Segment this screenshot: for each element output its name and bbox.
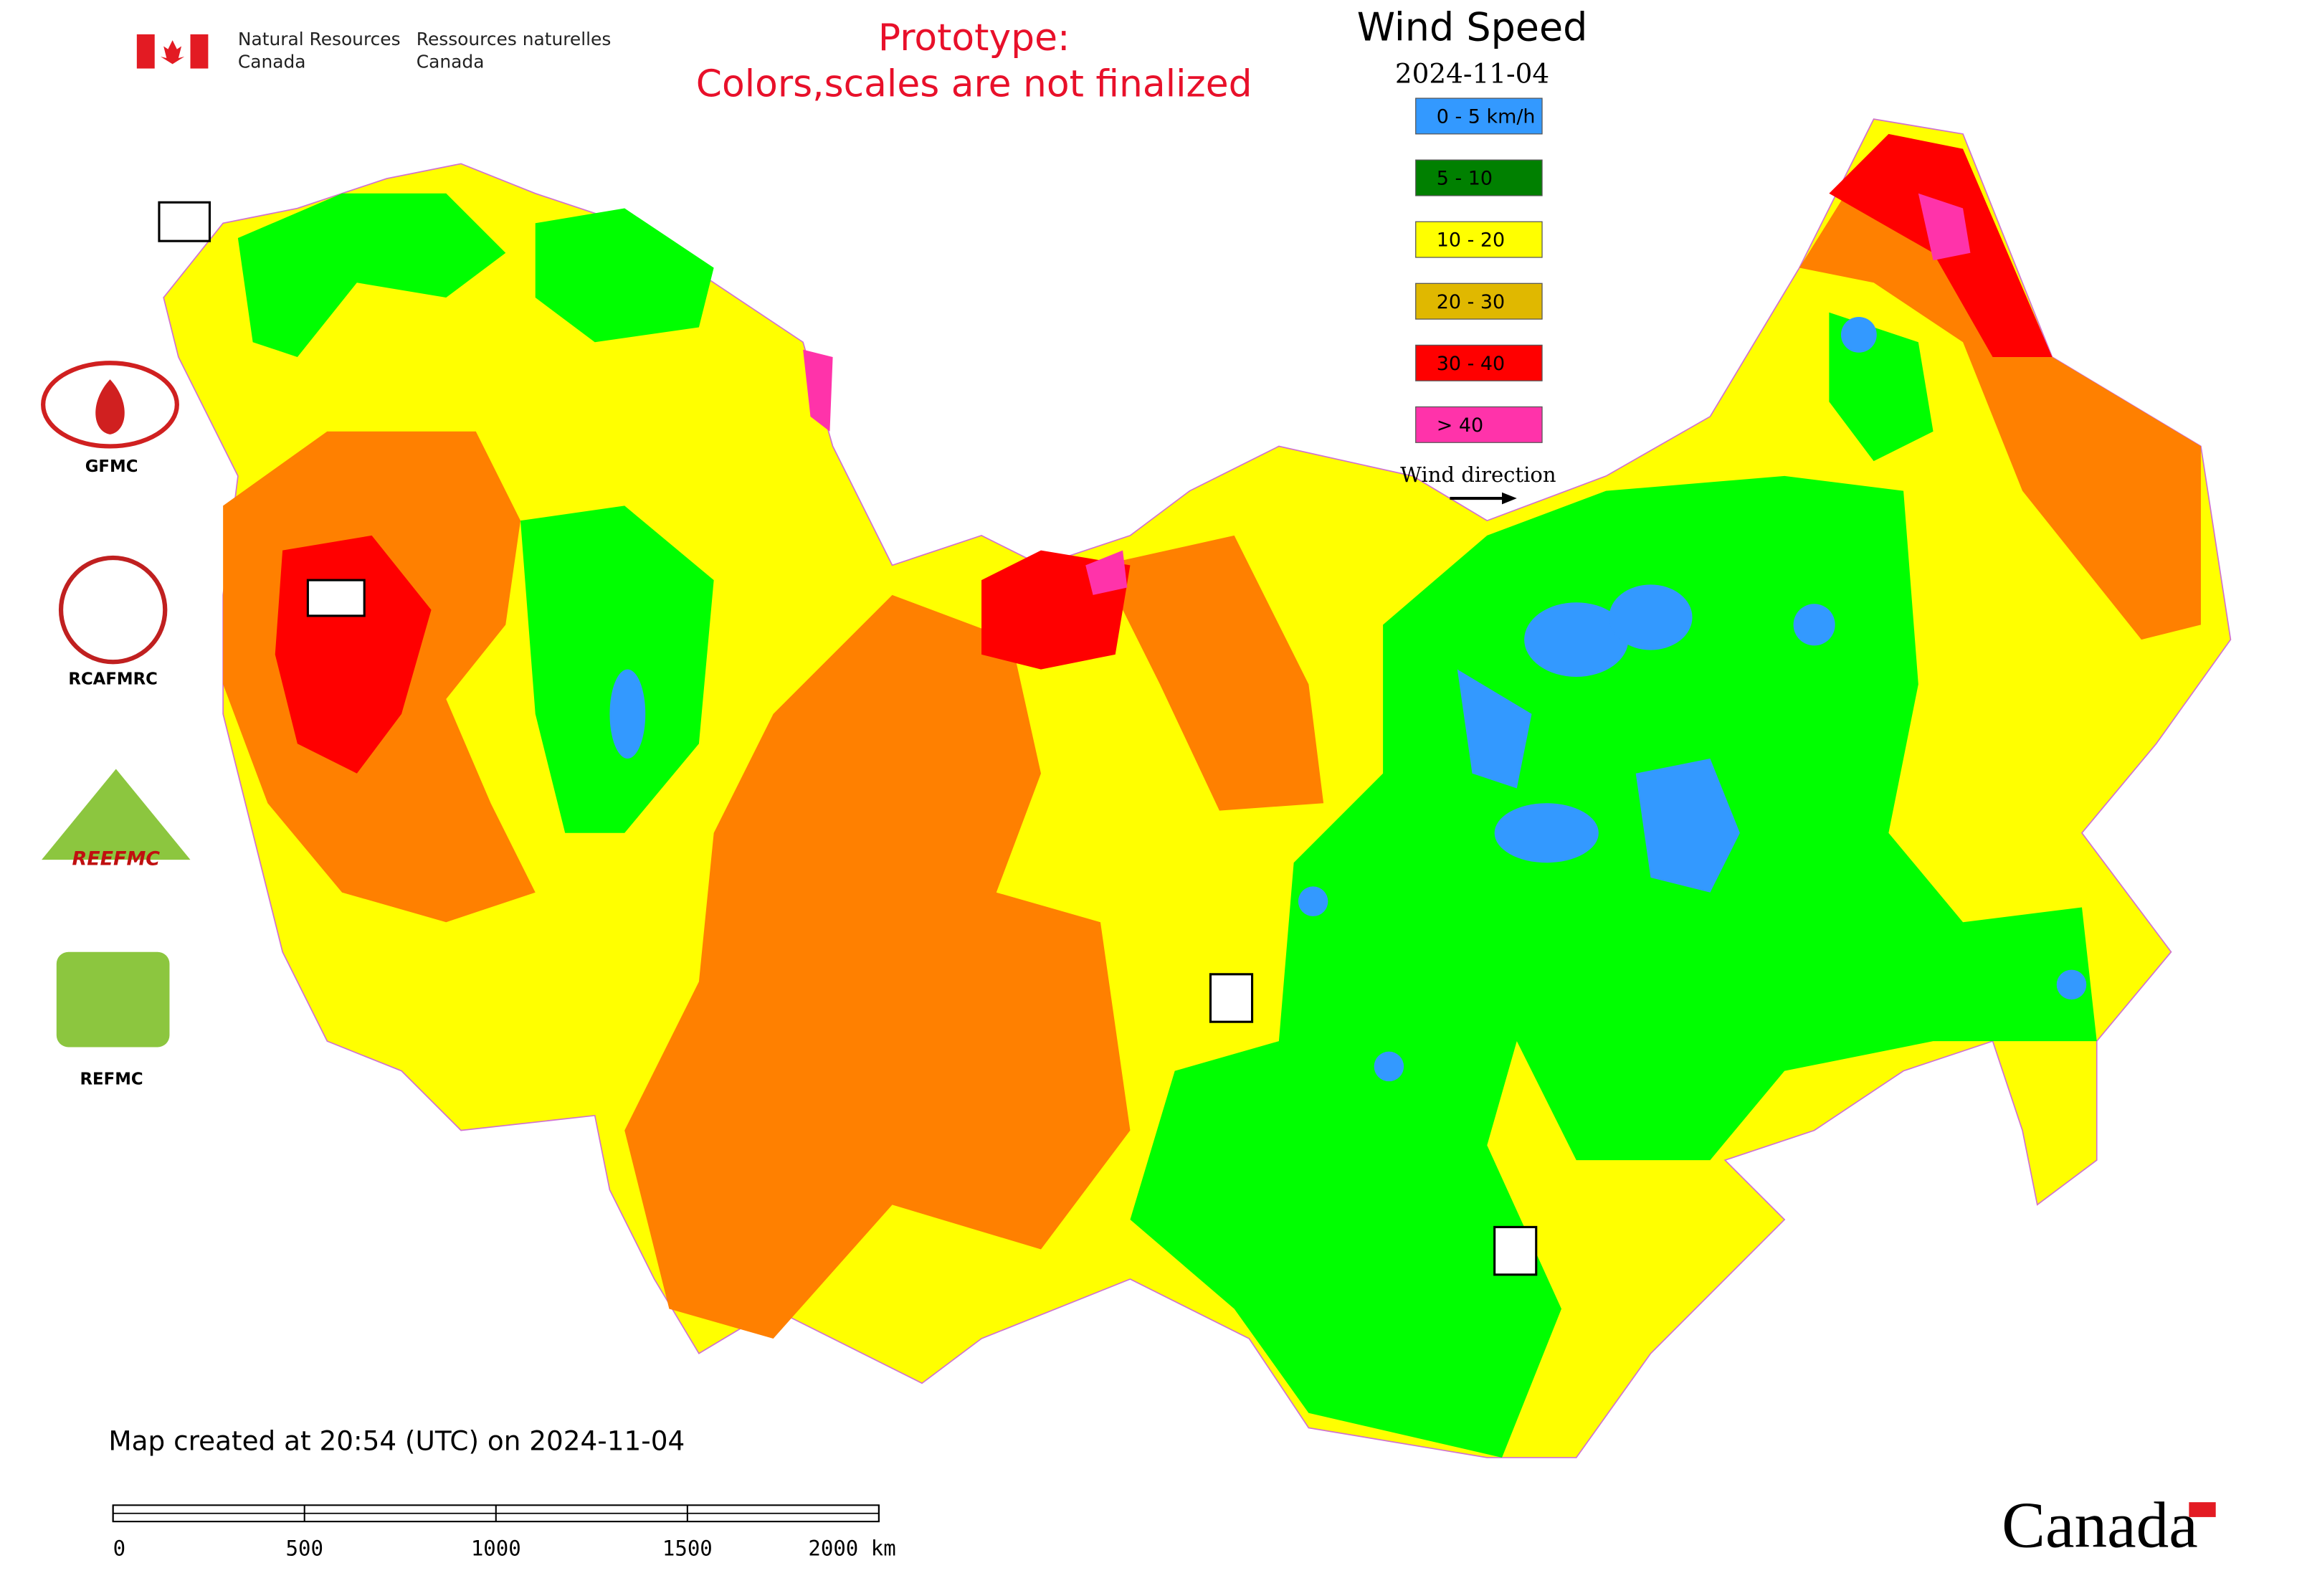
legend-swatch (1415, 159, 1543, 196)
legend-label: 0 - 5 km/h (1437, 106, 1536, 128)
logos (41, 201, 1538, 1276)
logo-label: REFMC (80, 1070, 143, 1089)
scale-bar-label: 1000 (471, 1536, 521, 1561)
legend-date: 2024-11-04 (1395, 57, 1549, 89)
legend-label: 20 - 30 (1437, 291, 1505, 313)
legend-label: > 40 (1437, 414, 1483, 437)
logo-label: RCAFMRC (68, 670, 157, 689)
scale-bar-label: 1500 (662, 1536, 713, 1561)
map-area (163, 118, 2232, 1458)
scale-bar-label: 0 (113, 1536, 125, 1561)
scale-bar: 0 500 1000 1500 2000 km (112, 1504, 896, 1561)
agency-fr: Ressources naturelles (417, 29, 612, 49)
logo-label: GFMC (85, 457, 138, 476)
notice: Prototype: (878, 16, 1070, 60)
logo-label: REEFMC (72, 848, 160, 870)
legend: 0 - 5 km/h 5 - 10 10 - 20 20 - 30 30 - 40 > 4… (1415, 98, 1543, 443)
legend-swatch (1415, 98, 1543, 135)
agency-en: Canada (238, 51, 306, 72)
scale-bar-label: 500 (285, 1536, 323, 1561)
scale-bar-label: 2000 km (808, 1536, 895, 1561)
created-note: Map created at 20:54 (UTC) on 2024-11-04 (108, 1425, 685, 1457)
notice: Colors,scales are not finalized (696, 62, 1252, 105)
legend-swatch (1415, 344, 1543, 381)
legend-label: 5 - 10 (1437, 168, 1493, 190)
legend-swatch (1415, 282, 1543, 320)
agency-en: Natural Resources (238, 29, 401, 49)
wordmark-flag (2189, 1502, 2216, 1517)
legend-label: 30 - 40 (1437, 353, 1505, 375)
canada-wordmark: Canada (2002, 1489, 2198, 1562)
wind-direction-arrow (1450, 492, 1517, 505)
legend-label: 10 - 20 (1437, 229, 1505, 252)
wind-direction-label: Wind direction (1400, 462, 1556, 487)
agency-fr: Canada (417, 51, 485, 72)
legend-swatch (1415, 406, 1543, 443)
legend-swatch (1415, 221, 1543, 258)
legend-title: Wind Speed (1357, 4, 1588, 49)
flag-icon (136, 34, 209, 69)
